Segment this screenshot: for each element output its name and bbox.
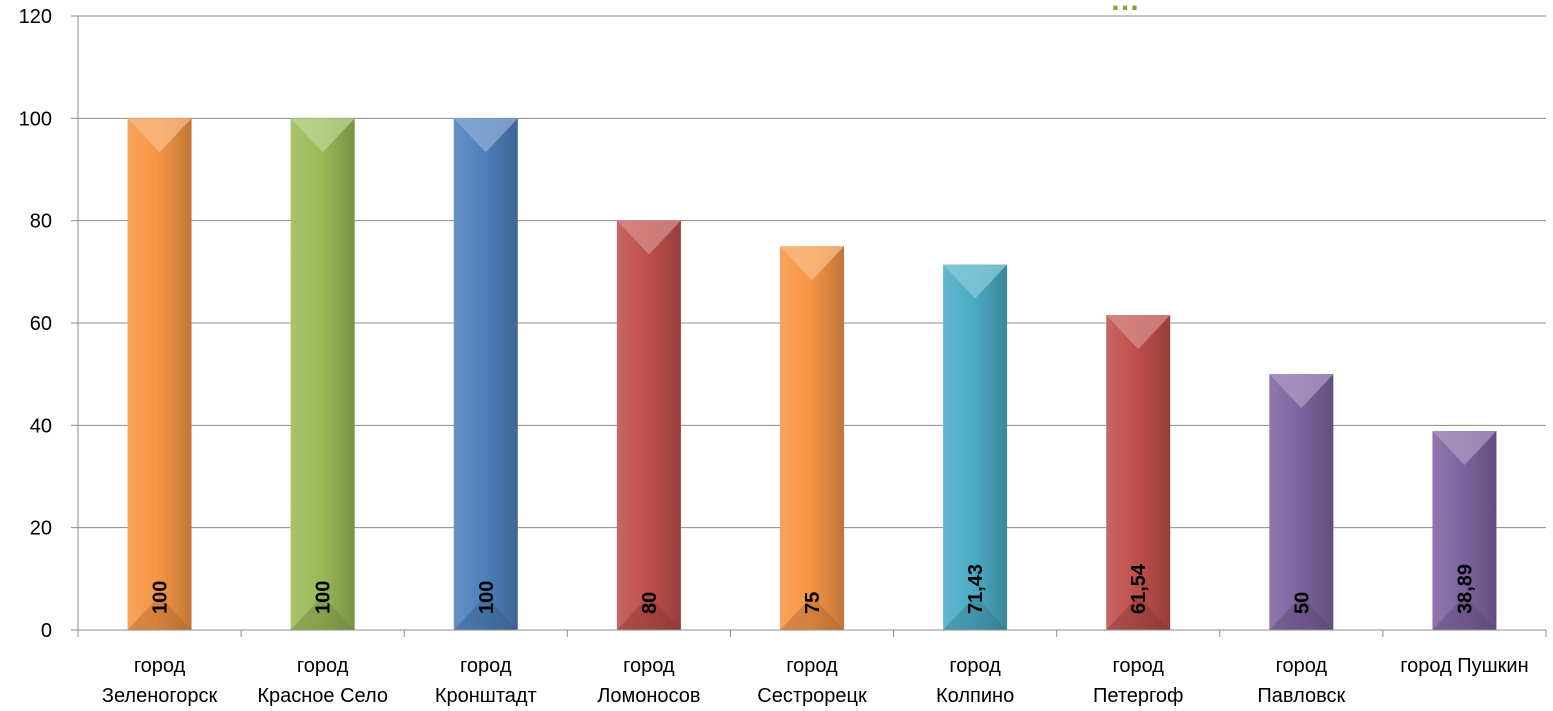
bar-bevel-bottom xyxy=(127,596,192,630)
chart-title-fragment: … xyxy=(1110,0,1140,17)
x-tick-label: город Сестрорецк xyxy=(757,655,867,707)
bar-bevel-bottom xyxy=(943,596,1008,630)
bar-bevel-bottom xyxy=(290,596,355,630)
bar-bevel-bottom xyxy=(453,596,518,630)
bar-bevel-top xyxy=(616,220,681,255)
bar-bevel-bottom xyxy=(616,596,681,630)
bar xyxy=(616,220,681,630)
bars: 100 100 100 80 75 71,43 61,54 50 38,89 xyxy=(127,118,1497,630)
bar xyxy=(290,118,355,630)
bar-group: 80 xyxy=(616,220,681,630)
data-label: 100 xyxy=(476,581,498,614)
y-tick-label: 60 xyxy=(30,313,52,335)
bar-bevel-top xyxy=(780,246,844,281)
y-tick-label: 20 xyxy=(30,518,52,540)
x-tick-label: город Красное Село xyxy=(257,655,388,707)
x-tick-label: город Петергоф xyxy=(1093,655,1183,707)
x-tick-label: город Зеленогорск xyxy=(102,655,218,707)
bar-group: 50 xyxy=(1269,374,1334,630)
bar-group: 100 xyxy=(127,118,192,630)
bar-group: 100 xyxy=(453,118,518,630)
bar xyxy=(453,118,518,630)
bar-bevel-top xyxy=(127,118,192,153)
y-tick-label: 120 xyxy=(19,6,52,28)
bar xyxy=(943,264,1008,630)
bar-bevel-top xyxy=(943,264,1008,299)
bar-group: 38,89 xyxy=(1432,431,1497,630)
bar-bevel-top xyxy=(453,118,518,153)
y-tick-label: 0 xyxy=(41,620,52,642)
y-axis-ticks: 0 20 40 60 80 100 120 xyxy=(19,6,78,642)
data-label: 71,43 xyxy=(965,564,987,614)
bar xyxy=(1106,315,1171,630)
data-label: 75 xyxy=(802,592,824,614)
bar-bevel-top xyxy=(1432,431,1497,466)
x-tick-label: город Павловск xyxy=(1257,655,1345,707)
data-label: 80 xyxy=(639,592,661,614)
y-tick-label: 40 xyxy=(30,415,52,437)
bar xyxy=(1269,374,1334,630)
bar-bevel-top xyxy=(290,118,355,153)
x-tick-label: город Кронштадт xyxy=(435,655,537,707)
data-label: 38,89 xyxy=(1454,564,1476,614)
x-tick-label: город Пушкин xyxy=(1400,655,1528,677)
bar-bevel-bottom xyxy=(1106,596,1171,630)
bar-group: 71,43 xyxy=(943,264,1008,630)
x-axis-labels: город Зеленогорск город Красное Село город Кр… xyxy=(102,655,1529,707)
x-tick-label: город Ломоносов xyxy=(597,655,700,707)
y-tick-label: 100 xyxy=(19,108,52,130)
bar-bevel-bottom xyxy=(1269,596,1334,630)
bar xyxy=(780,246,844,630)
data-label: 100 xyxy=(150,581,172,614)
data-label: 100 xyxy=(313,581,335,614)
bar-bevel-bottom xyxy=(1432,596,1497,630)
bar-group: 100 xyxy=(290,118,355,630)
bar-group: 61,54 xyxy=(1106,315,1171,630)
bar-bevel-bottom xyxy=(780,596,844,630)
bar-bevel-top xyxy=(1106,315,1171,350)
data-label: 61,54 xyxy=(1128,563,1150,614)
bar-group: 75 xyxy=(780,246,844,630)
bar xyxy=(127,118,192,630)
x-axis xyxy=(77,16,1547,637)
bar-bevel-top xyxy=(1269,374,1334,409)
data-label: 50 xyxy=(1291,592,1313,614)
x-tick-label: город Колпино xyxy=(936,655,1014,707)
y-tick-label: 80 xyxy=(30,211,52,233)
